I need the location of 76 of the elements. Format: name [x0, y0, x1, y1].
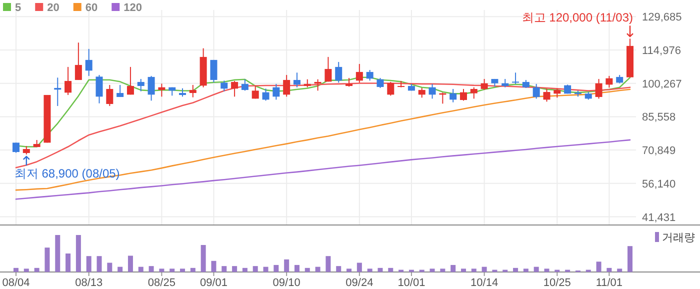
bar	[138, 266, 144, 272]
x-tick-label: 10/14	[470, 277, 498, 289]
bar	[544, 268, 550, 272]
legend-label: 60	[85, 2, 98, 14]
bar	[606, 268, 612, 272]
bar	[513, 268, 518, 272]
x-tick-label: 09/24	[346, 277, 374, 289]
y-tick-label: 114,976	[642, 44, 681, 57]
bar	[107, 262, 112, 272]
bar	[284, 259, 290, 272]
bar	[628, 246, 632, 272]
bar	[170, 268, 175, 272]
bar	[367, 268, 372, 272]
bar	[66, 254, 71, 272]
x-tick-label: 10/25	[543, 277, 571, 289]
bar	[211, 260, 216, 272]
bar	[388, 268, 394, 272]
bar	[24, 268, 29, 272]
bar	[326, 256, 331, 272]
bar	[118, 266, 123, 272]
bar	[242, 268, 248, 272]
bar	[76, 235, 81, 272]
bar	[180, 268, 186, 272]
bar	[471, 268, 476, 272]
bar	[482, 266, 487, 272]
bar	[148, 266, 154, 272]
y-tick-label: 70,849	[642, 145, 676, 158]
bar	[315, 266, 320, 272]
x-tick-label: 09/10	[272, 277, 300, 289]
x-tick-label: 08/13	[75, 277, 103, 289]
y-tick-label: 100,267	[642, 78, 682, 90]
bar	[460, 268, 466, 272]
bar	[430, 268, 435, 272]
x-tick-label: 10/01	[398, 277, 426, 289]
bar	[252, 266, 258, 272]
x-tick-label: 09/01	[200, 277, 228, 289]
bar	[190, 268, 196, 272]
y-tick-label: 85,558	[642, 112, 676, 124]
annotation: 최저 68,900 (08/05)	[14, 166, 120, 180]
bar	[346, 268, 352, 272]
bar	[128, 256, 133, 272]
legend-label: 5	[15, 2, 22, 14]
bar	[96, 256, 102, 272]
bar	[304, 268, 310, 272]
bar	[44, 248, 50, 272]
bar	[596, 262, 602, 272]
x-tick-label: 11/01	[596, 277, 623, 289]
bar	[200, 244, 206, 272]
bar	[617, 268, 622, 272]
y-tick-label: 41,431	[642, 212, 676, 224]
bar	[232, 266, 238, 272]
x-tick-label: 08/25	[148, 277, 176, 289]
legend-label: 120	[124, 2, 142, 14]
bar	[523, 268, 528, 272]
bar	[440, 268, 446, 272]
legend-label: 20	[47, 2, 60, 14]
x-tick-label: 08/04	[2, 277, 30, 289]
bar	[263, 266, 268, 272]
bar	[450, 264, 456, 272]
bar	[55, 235, 60, 272]
bar	[86, 256, 92, 272]
legend-label: 거래량	[662, 232, 695, 244]
bar	[378, 268, 383, 272]
bar	[274, 264, 279, 272]
bar	[534, 266, 539, 272]
bar	[159, 268, 164, 272]
bar	[14, 268, 18, 272]
bar	[356, 262, 362, 272]
annotation: 최고 120,000 (11/03)	[522, 10, 633, 25]
bar	[336, 266, 342, 272]
bar	[222, 266, 227, 272]
line-series	[15, 139, 631, 200]
bar	[294, 264, 300, 272]
y-tick-label: 56,140	[642, 178, 676, 190]
y-tick-label: 129,685	[642, 12, 682, 24]
bar	[34, 268, 40, 272]
